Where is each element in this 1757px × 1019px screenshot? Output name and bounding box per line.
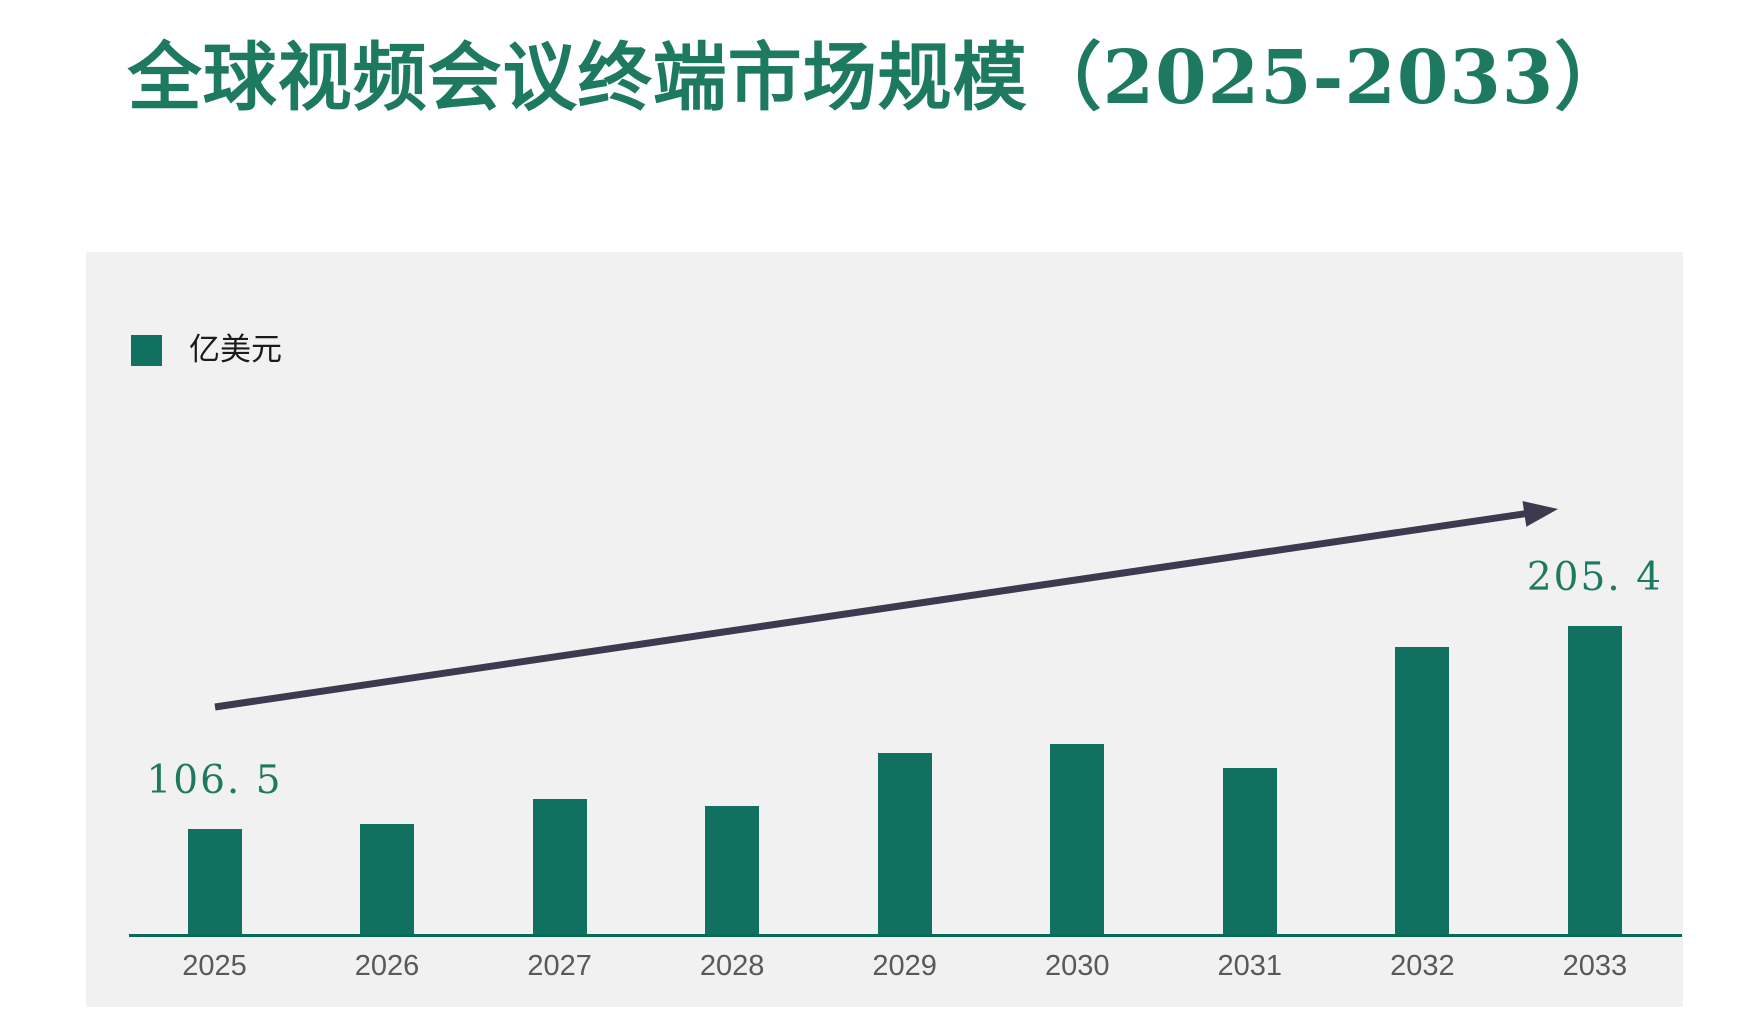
bar-2028 bbox=[705, 805, 760, 935]
x-tick-2033: 2033 bbox=[1562, 950, 1628, 982]
x-tick-2026: 2026 bbox=[354, 950, 420, 982]
bar-2027 bbox=[532, 798, 587, 935]
value-label-2033: 205. 4 bbox=[1526, 555, 1663, 601]
bar-2033 bbox=[1567, 626, 1622, 935]
bar-2026 bbox=[360, 824, 415, 935]
x-tick-2032: 2032 bbox=[1390, 950, 1455, 982]
x-tick-2031: 2031 bbox=[1217, 950, 1283, 982]
chart-title: 全球视频会议终端市场规模（2025-2033） bbox=[127, 35, 1630, 121]
x-tick-2027: 2027 bbox=[527, 950, 592, 982]
bar-2030 bbox=[1050, 743, 1105, 935]
bar-2031 bbox=[1222, 767, 1277, 935]
x-tick-2025: 2025 bbox=[182, 950, 247, 982]
bar-2025 bbox=[187, 829, 242, 935]
x-axis-line bbox=[129, 934, 1682, 937]
legend-swatch-icon bbox=[131, 335, 162, 366]
value-label-2025: 106. 5 bbox=[146, 758, 283, 804]
x-tick-2028: 2028 bbox=[699, 950, 765, 982]
legend-label: 亿美元 bbox=[189, 332, 282, 368]
bar-2029 bbox=[877, 752, 932, 935]
bar-2032 bbox=[1395, 647, 1450, 935]
x-tick-2029: 2029 bbox=[872, 950, 937, 982]
x-tick-2030: 2030 bbox=[1044, 950, 1110, 982]
legend: 亿美元 bbox=[131, 335, 282, 366]
